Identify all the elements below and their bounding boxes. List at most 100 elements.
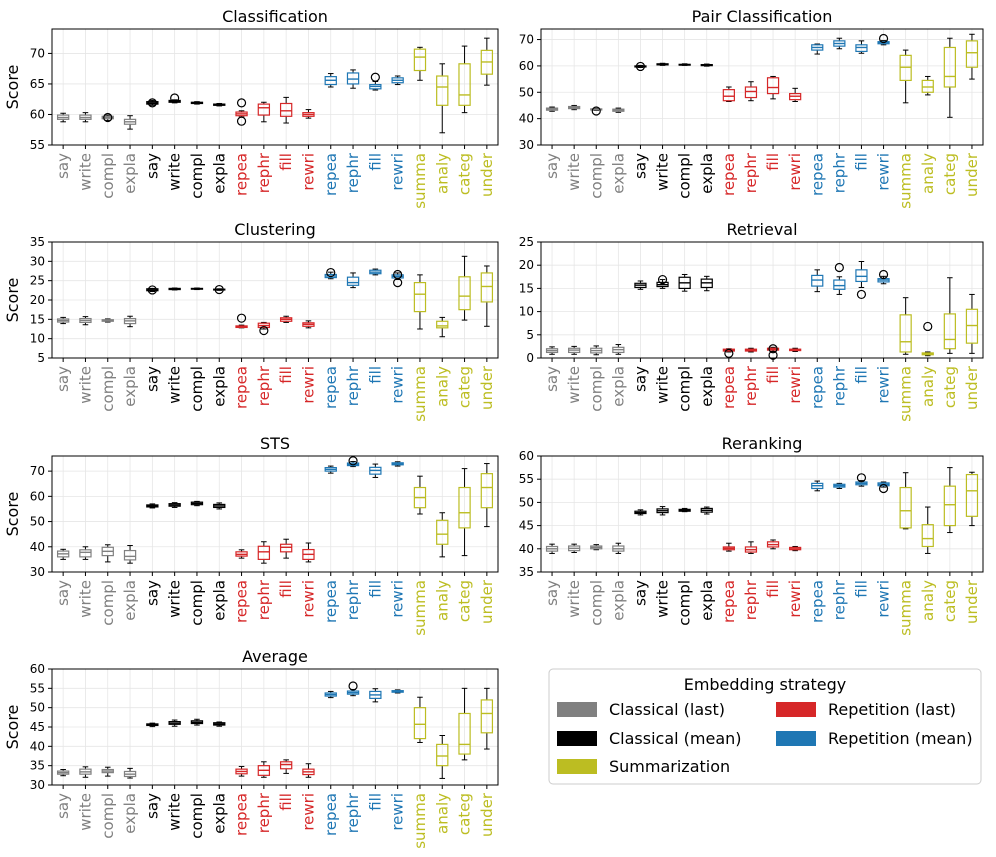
box-write: [568, 543, 581, 554]
xtick-label: summa: [411, 366, 429, 422]
box-under: [480, 687, 494, 750]
box-under: [965, 471, 979, 527]
xtick-label: rephr: [255, 365, 273, 406]
xtick-label: say: [143, 580, 161, 606]
box-flier: [170, 93, 180, 103]
ytick-label: 45: [519, 519, 534, 533]
chart-title: STS: [260, 434, 290, 453]
xtick-label: say: [54, 366, 72, 392]
box-analy: [436, 63, 449, 134]
xtick-label: fill: [366, 153, 384, 171]
box-say: [56, 316, 70, 325]
xtick-label: under: [963, 579, 981, 624]
xtick-label: analy: [433, 153, 451, 194]
chart-title: Clustering: [234, 220, 316, 239]
xtick-label: write: [654, 580, 672, 618]
box-body: [965, 473, 979, 517]
xtick-label: compl: [188, 366, 206, 412]
box-repea: [811, 480, 824, 492]
box-fill: [369, 72, 382, 91]
box-compl: [101, 318, 114, 323]
box-flier: [878, 269, 889, 280]
xtick-label: rewri: [299, 580, 317, 618]
box-rephr: [346, 681, 360, 697]
xtick-label: fill: [852, 580, 870, 598]
box-flier: [657, 274, 668, 285]
box-write: [79, 766, 92, 778]
box-compl: [101, 544, 114, 563]
ytick-label: 5: [526, 328, 534, 342]
box-say: [545, 106, 559, 112]
box-rewri: [789, 347, 802, 353]
box-analy: [921, 321, 934, 357]
box-expla: [213, 721, 226, 727]
box-expla: [123, 315, 137, 328]
legend-title: Embedding strategy: [684, 675, 847, 694]
xtick-label: categ: [456, 366, 474, 408]
box-write: [168, 719, 181, 727]
xtick-label: categ: [456, 153, 474, 195]
xtick-label: write: [76, 580, 94, 618]
box-categ: [943, 467, 956, 534]
box-compl: [590, 106, 603, 116]
plot-frame: [540, 241, 984, 359]
xtick-label: expla: [121, 580, 139, 621]
ytick-label: 50: [519, 85, 534, 99]
xtick-label: rephr: [344, 792, 362, 833]
legend-entry-classical_mean: Classical (mean): [557, 729, 742, 748]
ytick-label: 60: [30, 489, 45, 503]
xtick-label: expla: [210, 793, 228, 834]
box-body: [436, 75, 449, 106]
xtick-label: compl: [99, 793, 117, 839]
xtick-label: analy: [919, 153, 937, 194]
y-axis-label: Score: [3, 492, 22, 537]
legend-label: Repetition (last): [828, 700, 956, 719]
box-body: [943, 46, 956, 88]
box-write: [568, 345, 581, 355]
box-repea: [235, 98, 248, 126]
legend-swatch: [557, 702, 597, 717]
xtick-label: rephr: [742, 152, 760, 193]
xtick-label: write: [565, 153, 583, 191]
box-compl: [678, 273, 691, 292]
box-rephr: [833, 37, 846, 50]
xtick-label: fill: [852, 366, 870, 384]
legend-label: Summarization: [609, 757, 730, 776]
box-rewri: [302, 542, 315, 563]
ytick-label: 70: [30, 464, 45, 478]
box-summa: [413, 46, 427, 81]
box-body: [480, 699, 494, 734]
box-flier: [236, 313, 247, 323]
box-rephr: [744, 347, 758, 353]
box-body: [257, 103, 271, 116]
ytick-label: 10: [30, 332, 45, 346]
xtick-label: write: [76, 793, 94, 831]
legend-entries: Classical (last) Repetition (last) Classic…: [557, 700, 973, 776]
ytick-label: 20: [519, 258, 534, 272]
xtick-label: summa: [897, 153, 915, 209]
xtick-label: expla: [609, 580, 627, 621]
box-repea: [235, 765, 248, 777]
ytick-label: 70: [519, 33, 534, 47]
xtick-label: compl: [99, 153, 117, 199]
xtick-label: compl: [99, 580, 117, 626]
xtick-label: rephr: [255, 579, 273, 620]
box-rewri: [302, 109, 315, 119]
xtick-label: under: [478, 579, 496, 624]
box-say: [56, 769, 70, 777]
xtick-label: rewri: [389, 580, 407, 618]
xtick-label: compl: [587, 366, 605, 412]
box-compl: [190, 500, 204, 507]
ytick-label: 70: [30, 46, 45, 60]
box-write: [79, 316, 92, 326]
xtick-label: fill: [366, 580, 384, 598]
box-say: [634, 509, 647, 516]
y-axis-label: Score: [3, 278, 22, 323]
xtick-label: categ: [941, 153, 959, 195]
ytick-label: 50: [30, 701, 45, 715]
box-rewri: [789, 545, 802, 552]
plot-frame: [540, 28, 984, 146]
xtick-label: rewri: [875, 366, 893, 404]
